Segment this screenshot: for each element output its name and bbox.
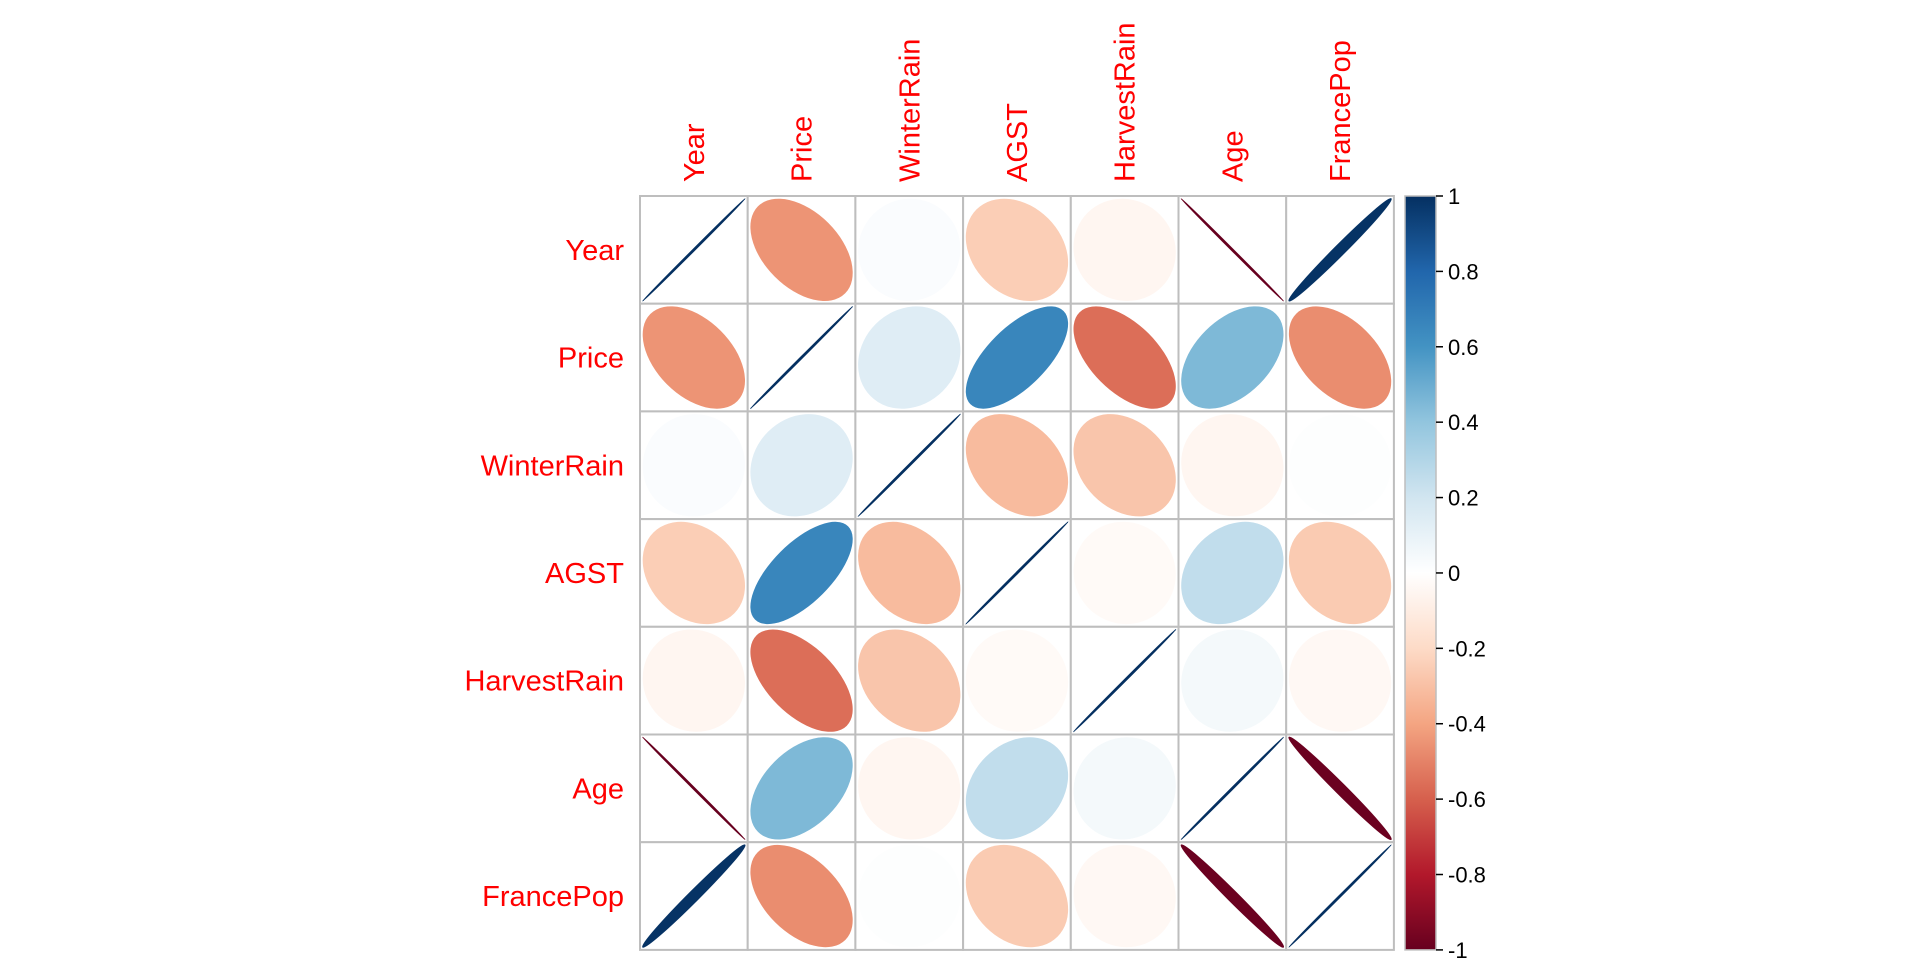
- ellipse-agst-age: [1181, 521, 1284, 625]
- ellipse-winterrain-winterrain: [857, 413, 962, 518]
- ellipse-price-price: [749, 305, 854, 410]
- ellipse-price-harvestrain: [1073, 306, 1176, 409]
- ellipse-francepop-harvestrain: [1073, 844, 1176, 948]
- row-label-harvestrain: HarvestRain: [464, 666, 624, 698]
- colorbar-tick-label: 1: [1448, 184, 1460, 209]
- col-label-harvestrain: HarvestRain: [1110, 22, 1142, 182]
- ellipse-year-age: [1180, 198, 1285, 302]
- ellipse-year-agst: [965, 198, 1069, 302]
- colorbar-tick-label: -0.4: [1448, 712, 1486, 737]
- row-label-price: Price: [558, 343, 624, 375]
- ellipse-age-harvestrain: [1073, 737, 1176, 840]
- ellipse-winterrain-age: [1181, 414, 1284, 517]
- ellipse-francepop-age: [1180, 844, 1285, 948]
- colorbar-tick-label: -0.2: [1448, 636, 1486, 661]
- ellipse-age-francepop: [1288, 736, 1392, 841]
- ellipse-winterrain-year: [642, 414, 746, 517]
- colorbar-tick-label: 0: [1448, 561, 1460, 586]
- colorbar-tick-label: -1: [1448, 938, 1468, 960]
- ellipse-harvestrain-price: [750, 629, 853, 732]
- ellipse-agst-agst: [965, 521, 1069, 625]
- ellipse-winterrain-francepop: [1288, 414, 1392, 517]
- row-label-agst: AGST: [545, 558, 624, 590]
- colorbar-tick-label: 0.6: [1448, 335, 1479, 360]
- col-label-winterrain: WinterRain: [894, 39, 926, 182]
- ellipse-harvestrain-francepop: [1288, 629, 1392, 732]
- ellipse-year-francepop: [1288, 198, 1392, 302]
- ellipse-year-harvestrain: [1073, 198, 1176, 302]
- ellipse-price-agst: [965, 306, 1069, 409]
- ellipse-price-year: [642, 306, 746, 409]
- ellipse-year-price: [750, 198, 853, 302]
- ellipse-francepop-winterrain: [858, 844, 961, 948]
- ellipse-francepop-agst: [965, 844, 1069, 948]
- ellipse-agst-winterrain: [858, 521, 961, 625]
- ellipse-francepop-year: [642, 844, 746, 948]
- row-label-age: Age: [572, 773, 624, 805]
- colorbar-tick-label: 0.4: [1448, 410, 1479, 435]
- ellipse-age-agst: [965, 737, 1069, 840]
- row-label-francepop: FrancePop: [482, 881, 624, 913]
- colorbar-tick-label: 0.2: [1448, 486, 1479, 511]
- colorbar-tick-label: -0.6: [1448, 787, 1486, 812]
- ellipse-price-age: [1181, 306, 1284, 409]
- col-label-price: Price: [787, 116, 819, 182]
- row-label-winterrain: WinterRain: [481, 450, 624, 482]
- ellipse-harvestrain-age: [1181, 629, 1284, 732]
- ellipse-harvestrain-winterrain: [858, 629, 961, 732]
- color-legend: 1 0.8 0.6 0.4 0.2 0 -0.2 -0.4 -0.6 -0.8 -1: [1404, 184, 1486, 960]
- cell-grid: [639, 195, 1395, 951]
- ellipse-year-winterrain: [858, 198, 961, 302]
- ellipse-price-francepop: [1288, 306, 1392, 409]
- ellipse-age-price: [750, 737, 853, 840]
- ellipse-francepop-francepop: [1288, 844, 1392, 948]
- row-label-year: Year: [565, 235, 624, 267]
- col-label-francepop: FrancePop: [1325, 40, 1357, 182]
- col-label-agst: AGST: [1002, 103, 1034, 182]
- ellipse-age-winterrain: [858, 737, 961, 840]
- ellipse-winterrain-harvestrain: [1073, 414, 1176, 517]
- col-label-age: Age: [1217, 130, 1249, 182]
- ellipse-francepop-price: [750, 844, 853, 948]
- colorbar-tick-label: -0.8: [1448, 863, 1486, 888]
- ellipse-winterrain-price: [750, 414, 853, 517]
- row-labels: Year Price WinterRain AGST HarvestRain Age Fra…: [464, 235, 624, 913]
- ellipse-harvestrain-harvestrain: [1072, 628, 1177, 733]
- colorbar-tick-label: 0.8: [1448, 259, 1479, 284]
- col-label-year: Year: [679, 123, 711, 182]
- ellipse-agst-francepop: [1288, 521, 1392, 625]
- ellipse-agst-harvestrain: [1073, 521, 1176, 625]
- ellipse-winterrain-agst: [965, 414, 1069, 517]
- ellipse-harvestrain-year: [642, 629, 746, 732]
- ellipse-agst-price: [750, 521, 853, 625]
- ellipse-year-year: [642, 198, 746, 302]
- column-labels: Year Price WinterRain AGST HarvestRain Age Fra…: [679, 22, 1357, 182]
- ellipse-harvestrain-agst: [965, 629, 1069, 732]
- color-bar: [1404, 195, 1437, 951]
- ellipse-age-year: [642, 736, 746, 841]
- ellipse-price-winterrain: [858, 306, 961, 409]
- ellipse-age-age: [1180, 736, 1285, 841]
- ellipse-agst-year: [642, 521, 746, 625]
